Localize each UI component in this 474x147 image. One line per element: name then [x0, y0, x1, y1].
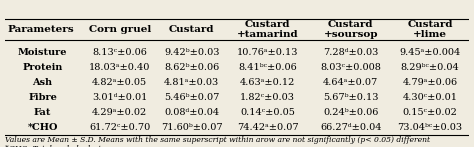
Text: 18.03ᵃ±0.40: 18.03ᵃ±0.40	[89, 63, 150, 72]
Text: 0.24ᵇ±0.06: 0.24ᵇ±0.06	[323, 108, 378, 117]
Text: 7.28ᵈ±0.03: 7.28ᵈ±0.03	[323, 48, 378, 57]
Text: 4.63ᵃ±0.12: 4.63ᵃ±0.12	[240, 78, 295, 87]
Text: 1.82ᶜ±0.03: 1.82ᶜ±0.03	[240, 93, 295, 102]
Text: 5.67ᵇ±0.13: 5.67ᵇ±0.13	[323, 93, 378, 102]
Text: 9.45ᵃ±0.004: 9.45ᵃ±0.004	[400, 48, 461, 57]
Text: 61.72ᶜ±0.70: 61.72ᶜ±0.70	[89, 123, 150, 132]
Text: 0.14ᶜ±0.05: 0.14ᶜ±0.05	[240, 108, 295, 117]
Text: Fat: Fat	[34, 108, 51, 117]
Text: 4.64ᵃ±0.07: 4.64ᵃ±0.07	[323, 78, 378, 87]
Text: 71.60ᵇ±0.07: 71.60ᵇ±0.07	[161, 123, 223, 132]
Text: *CHO: Total carbohydrate: *CHO: Total carbohydrate	[5, 145, 106, 147]
Text: Protein: Protein	[22, 63, 63, 72]
Text: 3.01ᵈ±0.01: 3.01ᵈ±0.01	[92, 93, 147, 102]
Text: 0.15ᶜ±0.02: 0.15ᶜ±0.02	[403, 108, 457, 117]
Text: Parameters: Parameters	[7, 25, 73, 34]
Text: 9.42ᵇ±0.03: 9.42ᵇ±0.03	[164, 48, 219, 57]
Text: Fibre: Fibre	[28, 93, 57, 102]
Text: Values are Mean ± S.D. Means with the same superscript within arow are not signi: Values are Mean ± S.D. Means with the sa…	[5, 136, 430, 144]
Text: 4.29ᵃ±0.02: 4.29ᵃ±0.02	[92, 108, 147, 117]
Text: 66.27ᵈ±0.04: 66.27ᵈ±0.04	[320, 123, 382, 132]
Text: 5.46ᵇ±0.07: 5.46ᵇ±0.07	[164, 93, 219, 102]
Text: *CHO: *CHO	[27, 123, 58, 132]
Text: 8.62ᵇ±0.06: 8.62ᵇ±0.06	[164, 63, 219, 72]
Text: 4.30ᶜ±0.01: 4.30ᶜ±0.01	[402, 93, 457, 102]
Text: 8.41ᵇᶜ±0.06: 8.41ᵇᶜ±0.06	[238, 63, 297, 72]
Text: 8.29ᵇᶜ±0.04: 8.29ᵇᶜ±0.04	[401, 63, 459, 72]
Text: 8.13ᶜ±0.06: 8.13ᶜ±0.06	[92, 48, 147, 57]
Text: Ash: Ash	[33, 78, 53, 87]
Text: Moisture: Moisture	[18, 48, 67, 57]
Text: 0.08ᵈ±0.04: 0.08ᵈ±0.04	[164, 108, 219, 117]
Text: 8.03ᶜ±0.008: 8.03ᶜ±0.008	[320, 63, 381, 72]
Text: Custard
+tamarind: Custard +tamarind	[237, 20, 298, 39]
Text: 74.42ᵃ±0.07: 74.42ᵃ±0.07	[237, 123, 298, 132]
Text: Custard
+soursop: Custard +soursop	[323, 20, 378, 39]
Text: Custard
+lime: Custard +lime	[407, 20, 453, 39]
Text: 73.04ᵇᶜ±0.03: 73.04ᵇᶜ±0.03	[398, 123, 463, 132]
Text: Custard: Custard	[169, 25, 215, 34]
Text: 10.76ᵃ±0.13: 10.76ᵃ±0.13	[237, 48, 298, 57]
Text: 4.79ᵃ±0.06: 4.79ᵃ±0.06	[402, 78, 458, 87]
Text: Corn gruel: Corn gruel	[89, 25, 151, 34]
Text: 4.81ᵃ±0.03: 4.81ᵃ±0.03	[164, 78, 219, 87]
Text: 4.82ᵃ±0.05: 4.82ᵃ±0.05	[92, 78, 147, 87]
